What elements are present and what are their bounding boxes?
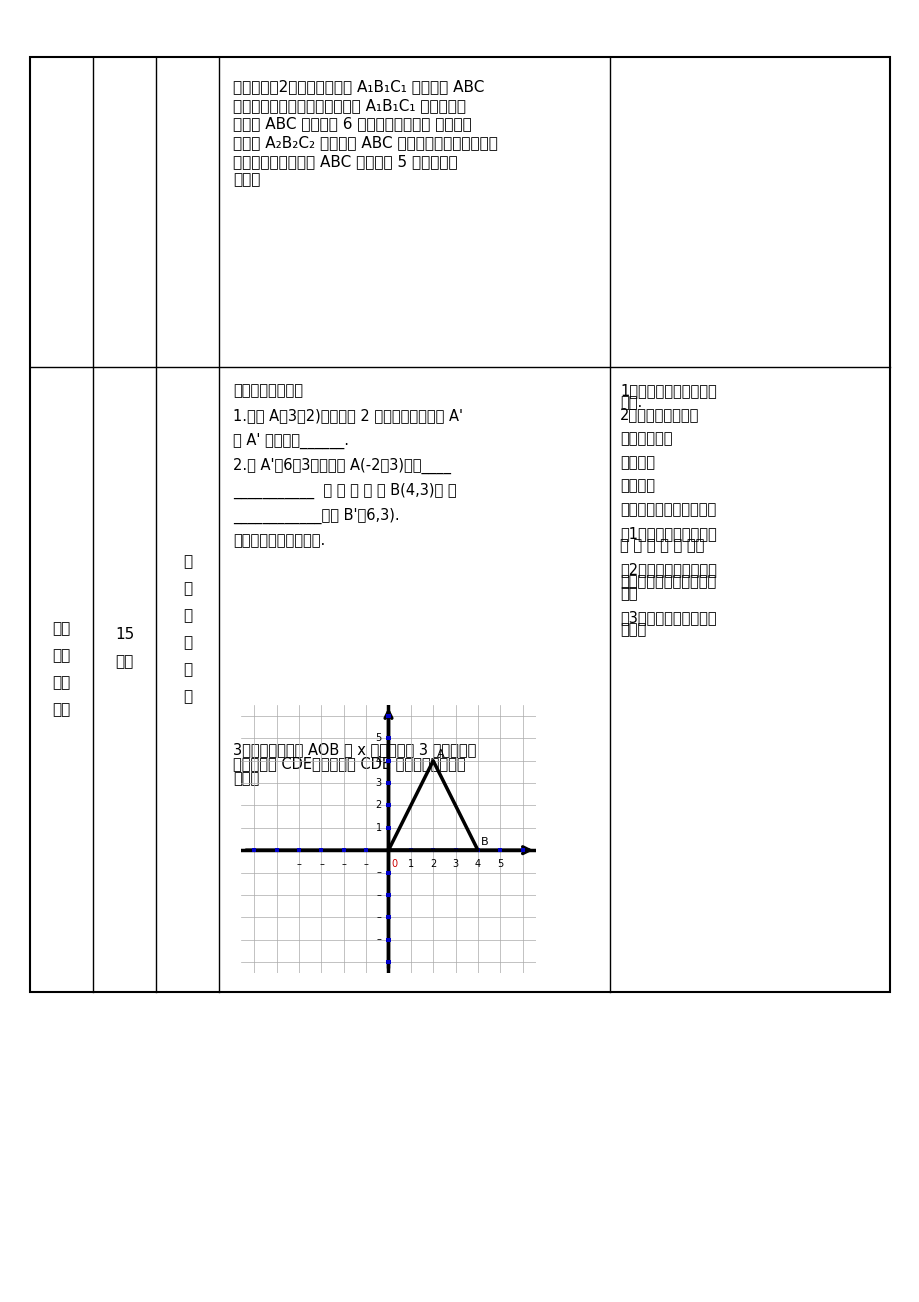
Text: 全班评价: 全班评价 xyxy=(619,479,654,493)
Bar xyxy=(386,937,390,941)
Text: 同学合作、交流各自的想: 同学合作、交流各自的想 xyxy=(619,574,716,589)
Text: –: – xyxy=(377,867,381,878)
Text: 3、如图，三角形 AOB 沿 x 轴向右平移 3 个单位后，: 3、如图，三角形 AOB 沿 x 轴向右平移 3 个单位后， xyxy=(233,742,476,756)
Text: 3: 3 xyxy=(375,779,381,788)
Text: （1）学生独立解决问题: （1）学生独立解决问题 xyxy=(619,526,716,542)
Bar xyxy=(30,57,889,992)
Text: –: – xyxy=(377,935,381,944)
Text: –: – xyxy=(377,889,381,900)
Text: 2、规范书写语言。: 2、规范书写语言。 xyxy=(619,408,698,422)
Text: 4: 4 xyxy=(474,858,481,868)
Bar xyxy=(475,848,480,853)
Bar xyxy=(386,803,390,807)
Text: 由学生动手画图并解答.: 由学生动手画图并解答. xyxy=(233,533,325,548)
Bar xyxy=(319,848,323,853)
Text: 0: 0 xyxy=(391,858,398,868)
Text: 本环节中，教师应关注：: 本环节中，教师应关注： xyxy=(619,503,716,517)
Bar xyxy=(408,848,413,853)
Bar xyxy=(342,848,346,853)
Text: 创
设
评
价
情
境: 创 设 评 价 情 境 xyxy=(183,555,192,704)
Text: 三角形 A₂B₂C₂ 与三角形 ABC 的大小、形状完全相同，: 三角形 A₂B₂C₂ 与三角形 ABC 的大小、形状完全相同， xyxy=(233,135,497,150)
Text: 得到三角形 CDE，则三角形 CDE 的三个顶点坐标为: 得到三角形 CDE，则三角形 CDE 的三个顶点坐标为 xyxy=(233,756,465,771)
Text: 学生独立思考: 学生独立思考 xyxy=(619,431,672,445)
Bar xyxy=(453,848,457,853)
Bar xyxy=(386,825,390,829)
Text: 5: 5 xyxy=(496,858,503,868)
Text: 能力。: 能力。 xyxy=(619,622,645,637)
Text: ____________得到 B'（6,3).: ____________得到 B'（6,3). xyxy=(233,508,399,523)
Text: –: – xyxy=(377,913,381,922)
Text: 2.点 A'（6，3）是由点 A(-2，3)经过____: 2.点 A'（6，3）是由点 A(-2，3)经过____ xyxy=(233,458,450,474)
Bar xyxy=(386,781,390,785)
Bar xyxy=(386,737,390,741)
Bar xyxy=(386,871,390,875)
Bar xyxy=(431,848,435,853)
Text: –: – xyxy=(341,858,346,868)
Bar xyxy=(386,759,390,763)
Text: B: B xyxy=(481,837,488,846)
Text: –: – xyxy=(319,858,323,868)
Text: 解：如图（2），所得三角形 A₁B₁C₁ 与三角形 ABC: 解：如图（2），所得三角形 A₁B₁C₁ 与三角形 ABC xyxy=(233,79,483,94)
Text: 法；: 法； xyxy=(619,586,637,602)
Text: 2: 2 xyxy=(429,858,436,868)
Text: 2: 2 xyxy=(375,801,381,810)
Text: （3）学生的归纳和概括: （3）学生的归纳和概括 xyxy=(619,609,716,625)
Text: 1: 1 xyxy=(375,823,381,833)
Text: 三角形 ABC 向左平移 6 个单位长度得到． 类似地，: 三角形 ABC 向左平移 6 个单位长度得到． 类似地， xyxy=(233,116,471,132)
Text: 评价.: 评价. xyxy=(619,395,641,410)
Text: 1、学生自主完成，小组: 1、学生自主完成，小组 xyxy=(619,383,716,398)
Text: ___________  得 到 的 ． 点 B(4,3)， 向: ___________ 得 到 的 ． 点 B(4,3)， 向 xyxy=(233,483,456,499)
Bar xyxy=(386,713,390,719)
Text: A: A xyxy=(437,749,444,759)
Bar xyxy=(364,848,368,853)
Text: 则 A' 的坐标为______.: 则 A' 的坐标为______. xyxy=(233,432,348,449)
Bar xyxy=(520,848,524,853)
Bar xyxy=(386,915,390,919)
Text: （2）学生能否主动地与: （2）学生能否主动地与 xyxy=(619,562,716,577)
Text: 5: 5 xyxy=(375,733,381,743)
Bar xyxy=(498,848,502,853)
Text: 1.将点 A（3，2)向右平移 2 个单位长度，得到 A': 1.将点 A（3，2)向右平移 2 个单位长度，得到 A' xyxy=(233,408,462,423)
Text: 15
分钟: 15 分钟 xyxy=(115,628,134,669)
Text: 得到．: 得到． xyxy=(233,173,260,187)
Text: 课件呈现练习题：: 课件呈现练习题： xyxy=(233,383,302,398)
Bar xyxy=(386,960,390,963)
Text: 1: 1 xyxy=(407,858,414,868)
Text: 的 能 力 和 习 惯；: 的 能 力 和 习 惯； xyxy=(619,538,704,553)
Text: 的大小、形状完全相同，三角形 A₁B₁C₁ 可以看作将: 的大小、形状完全相同，三角形 A₁B₁C₁ 可以看作将 xyxy=(233,98,466,113)
Bar xyxy=(297,848,301,853)
Text: 组内交流: 组内交流 xyxy=(619,454,654,470)
Text: –: – xyxy=(363,858,369,868)
Bar xyxy=(386,893,390,897)
Text: 它可以看作将三角形 ABC 向下平移 5 个单位长度: 它可以看作将三角形 ABC 向下平移 5 个单位长度 xyxy=(233,154,457,169)
Bar xyxy=(275,848,278,853)
Text: 技能
训练
组内
评价: 技能 训练 组内 评价 xyxy=(52,621,71,717)
Bar xyxy=(252,848,256,853)
Text: 3: 3 xyxy=(452,858,458,868)
Text: –: – xyxy=(296,858,301,868)
Text: 多少？: 多少？ xyxy=(233,771,259,785)
Text: 4: 4 xyxy=(375,755,381,766)
